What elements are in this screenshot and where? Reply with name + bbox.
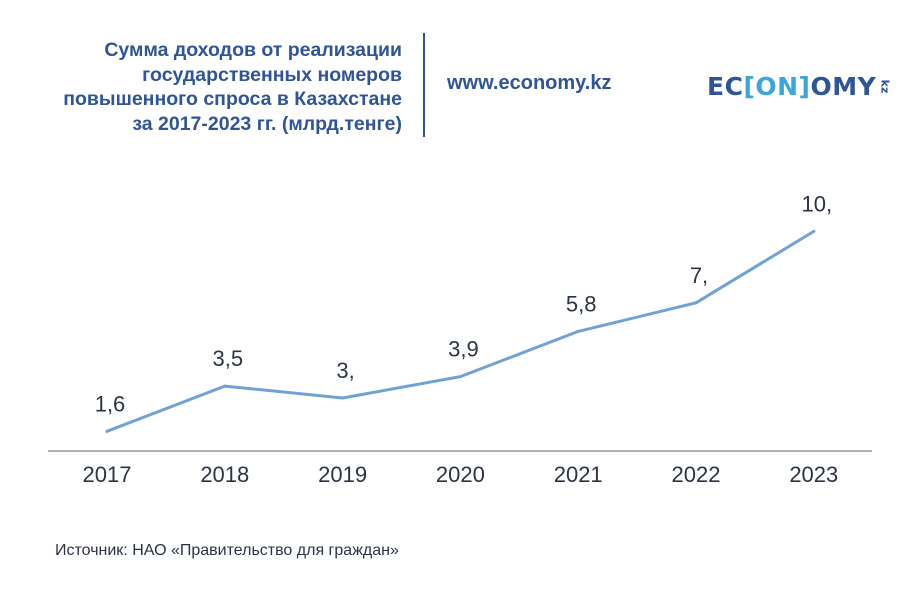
data-point — [576, 329, 580, 333]
title-line: Сумма доходов от реализации — [104, 39, 402, 61]
value-label: 3, — [336, 358, 354, 383]
chart-title: Сумма доходов от реализации государствен… — [2, 38, 402, 136]
title-line: государственных номеров — [142, 63, 402, 86]
x-tick-label: 2018 — [200, 462, 249, 487]
x-tick-label: 2020 — [436, 462, 485, 487]
logo-part-on: [ON] — [743, 71, 811, 101]
x-tick-label: 2022 — [672, 462, 721, 487]
logo-part-ec: EC — [707, 71, 744, 101]
x-tick-label: 2023 — [789, 462, 838, 487]
value-label: 3,9 — [448, 337, 479, 362]
logo-part-omy: OMY — [810, 71, 877, 101]
data-point — [812, 229, 816, 233]
title-line: за 2017-2023 гг. (млрд.тенге) — [132, 112, 402, 135]
value-label: 1,6 — [95, 391, 126, 416]
data-point — [341, 396, 345, 400]
data-point — [105, 429, 109, 433]
value-label: 10, — [802, 191, 833, 216]
series-line — [105, 229, 816, 433]
data-point — [694, 301, 698, 305]
header-divider — [423, 33, 425, 137]
value-label: 7, — [690, 263, 708, 288]
x-tick-label: 2021 — [554, 462, 603, 487]
x-tick-label: 2019 — [318, 462, 367, 487]
website-link[interactable]: www.economy.kz — [447, 72, 612, 94]
economy-logo: EC [ON] OMY kz — [707, 70, 892, 102]
data-point — [223, 384, 227, 388]
source-note: Источник: НАО «Правительство для граждан… — [55, 542, 399, 559]
data-point — [458, 375, 462, 379]
value-label: 5,8 — [566, 291, 597, 316]
x-tick-label: 2017 — [83, 462, 132, 487]
title-line: повышенного спроса в Казахстане — [63, 88, 402, 110]
value-label: 3,5 — [213, 346, 244, 371]
